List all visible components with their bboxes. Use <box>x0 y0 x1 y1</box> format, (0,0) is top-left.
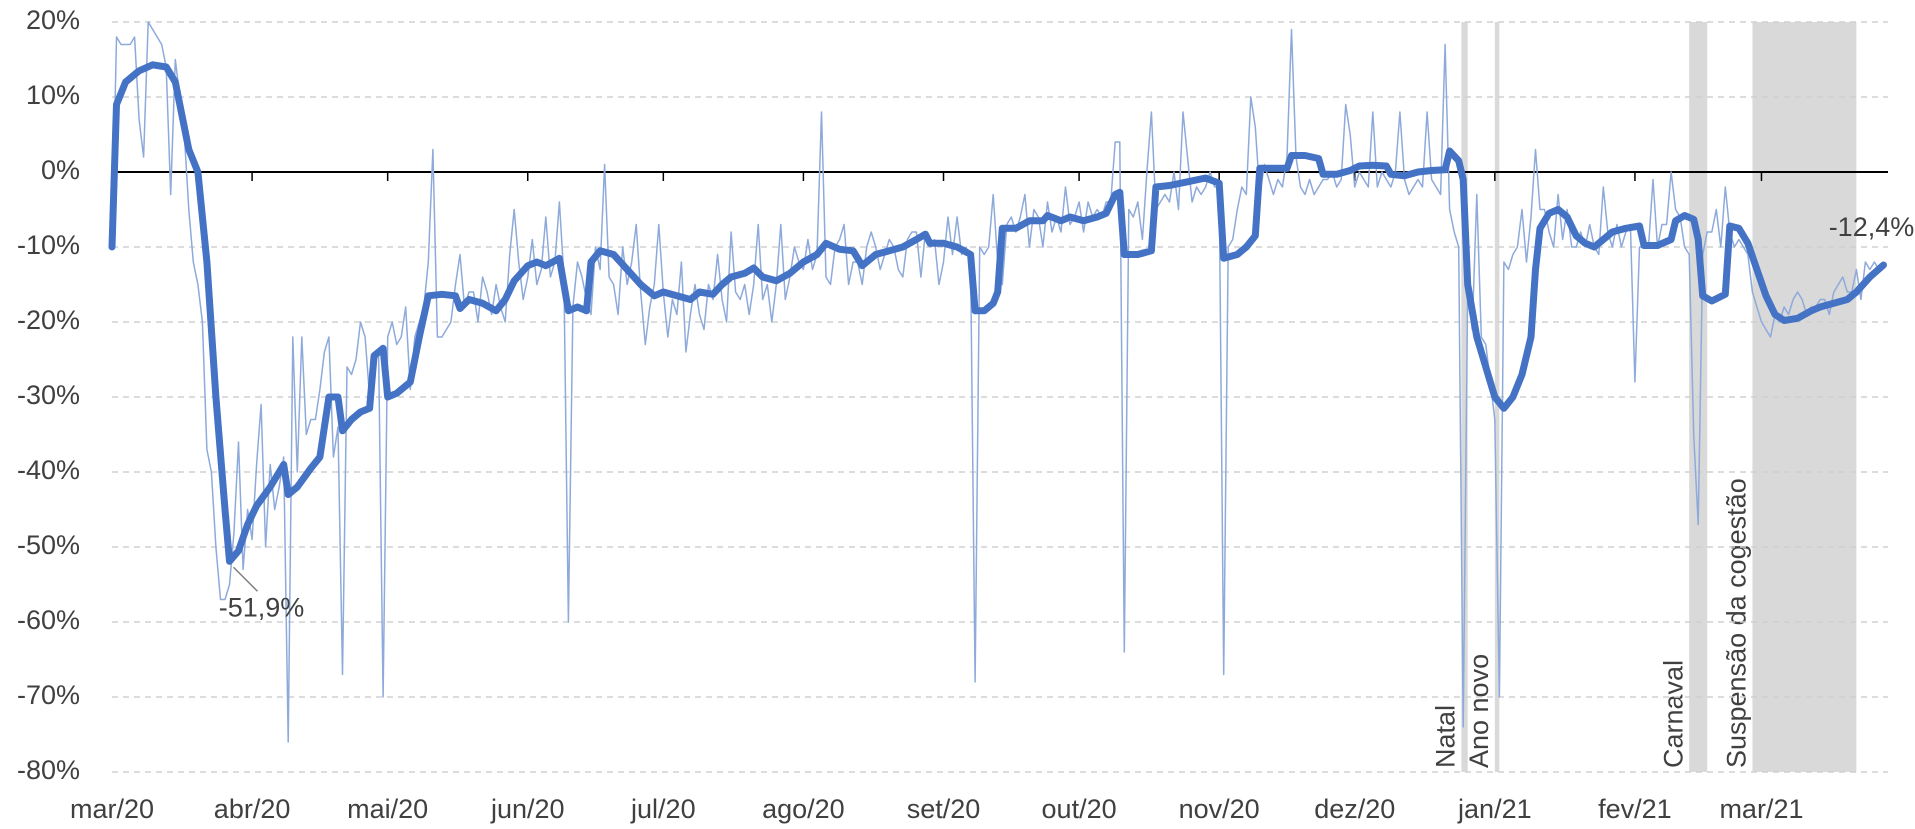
band-label: Carnaval <box>1658 660 1688 768</box>
data-line <box>111 21 1885 743</box>
shaded-band <box>1461 22 1468 772</box>
y-tick-label: 0% <box>41 155 80 185</box>
x-tick-label: dez/20 <box>1314 794 1395 824</box>
band-label: Ano novo <box>1464 654 1494 768</box>
x-tick-label: ago/20 <box>762 794 845 824</box>
y-tick-label: -10% <box>17 230 80 260</box>
x-tick-label: mar/21 <box>1719 794 1803 824</box>
data-line <box>108 61 1887 565</box>
y-tick-label: -50% <box>17 530 80 560</box>
y-tick-label: 10% <box>26 80 80 110</box>
y-tick-label: -20% <box>17 305 80 335</box>
y-tick-label: -80% <box>17 755 80 785</box>
x-tick-label: jul/20 <box>630 794 696 824</box>
annotation: -51,9% <box>219 592 305 622</box>
annotation-leader <box>232 566 259 592</box>
y-tick-label: -30% <box>17 380 80 410</box>
y-tick-label: -40% <box>17 455 80 485</box>
x-tick-label: jan/21 <box>1457 794 1532 824</box>
x-tick-label: mar/20 <box>70 794 154 824</box>
x-tick-label: fev/21 <box>1598 794 1672 824</box>
x-tick-label: nov/20 <box>1179 794 1260 824</box>
x-tick-label: out/20 <box>1042 794 1117 824</box>
band-label: Natal <box>1431 705 1461 768</box>
y-tick-label: 20% <box>26 5 80 35</box>
x-tick-label: mai/20 <box>347 794 428 824</box>
x-tick-label: abr/20 <box>214 794 291 824</box>
y-tick-label: -70% <box>17 680 80 710</box>
y-tick-label: -60% <box>17 605 80 635</box>
x-tick-label: jun/20 <box>490 794 565 824</box>
annotation: -12,4% <box>1829 212 1915 242</box>
band-label: Suspensão da cogestão <box>1722 478 1752 768</box>
x-tick-label: set/20 <box>907 794 981 824</box>
